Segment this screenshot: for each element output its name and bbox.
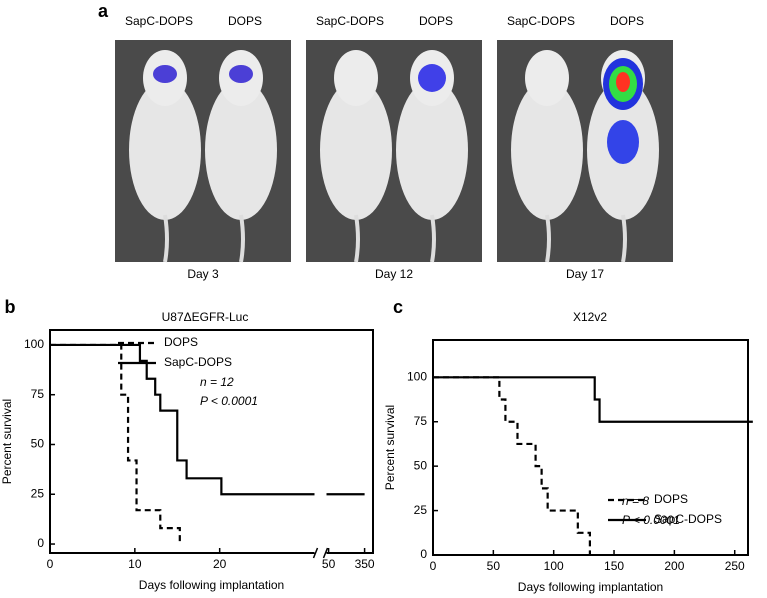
mouse-head: [525, 50, 569, 106]
axis-break-gap: [314, 332, 327, 547]
panel-label: a: [98, 1, 109, 21]
legend-label: DOPS: [654, 492, 688, 506]
mouse-body: [396, 80, 468, 220]
x-tick-label: 50: [322, 557, 336, 571]
y-tick-label: 75: [414, 414, 428, 428]
annotation: n = 12: [200, 375, 234, 389]
y-tick-label: 50: [414, 458, 428, 472]
legend-label: DOPS: [164, 335, 198, 349]
y-axis-title: Percent survival: [0, 399, 14, 484]
y-tick-label: 50: [31, 437, 45, 451]
image-label: SapC-DOPS: [316, 14, 384, 28]
x-tick-label: 100: [544, 559, 564, 573]
signal: [153, 65, 177, 83]
signal: [229, 65, 253, 83]
y-tick-label: 100: [407, 369, 427, 383]
axis-break-mark: [322, 547, 329, 559]
y-tick-label: 0: [420, 547, 427, 561]
image-label: DOPS: [228, 14, 262, 28]
mouse-tail: [545, 214, 551, 263]
x-axis-title: Days following implantation: [139, 578, 284, 592]
x-tick-label: 20: [213, 557, 227, 571]
mouse-tail: [621, 214, 627, 263]
mouse-body: [205, 80, 277, 220]
x-tick-label: 200: [664, 559, 684, 573]
y-tick-label: 0: [37, 536, 44, 550]
annotation: n = 8: [622, 494, 649, 508]
x-tick-label: 10: [128, 557, 142, 571]
image-caption: Day 17: [566, 267, 604, 281]
signal: [607, 120, 639, 164]
x-tick-label: 250: [725, 559, 745, 573]
mouse-body: [129, 80, 201, 220]
legend-label: SapC-DOPS: [164, 355, 232, 369]
y-tick-label: 100: [24, 337, 44, 351]
y-tick-label: 25: [414, 503, 428, 517]
annotation: P < 0.0001: [200, 394, 258, 408]
image-label: SapC-DOPS: [125, 14, 193, 28]
x-axis-title: Days following implantation: [518, 580, 663, 594]
x-tick-label: 0: [47, 557, 54, 571]
survival-curve: [50, 343, 181, 545]
x-tick-label: 50: [487, 559, 501, 573]
chart-title: U87ΔEGFR-Luc: [162, 310, 249, 324]
survival-curve: [433, 376, 591, 555]
panel-label: c: [393, 297, 403, 317]
x-tick-label: 0: [430, 559, 437, 573]
signal: [418, 64, 446, 92]
image-label: DOPS: [610, 14, 644, 28]
axis-break-mark: [312, 547, 319, 559]
y-tick-label: 25: [31, 486, 45, 500]
chart-title: X12v2: [573, 310, 607, 324]
mouse-tail: [430, 214, 436, 263]
mouse-head: [334, 50, 378, 106]
legend-label: SapC-DOPS: [654, 512, 722, 526]
plot-frame: [49, 329, 374, 554]
x-tick-label: 150: [604, 559, 624, 573]
annotation: P < 0.0001: [622, 513, 680, 527]
mouse-tail: [354, 214, 360, 263]
mouse-tail: [239, 214, 245, 263]
x-tick-label: 350: [355, 557, 375, 571]
survival-curve: [50, 343, 365, 496]
image-caption: Day 3: [187, 267, 219, 281]
mouse-body: [320, 80, 392, 220]
image-label: SapC-DOPS: [507, 14, 575, 28]
image-label: DOPS: [419, 14, 453, 28]
mouse-body: [511, 80, 583, 220]
mouse-tail: [163, 214, 169, 263]
signal: [616, 72, 630, 92]
panel-label: b: [5, 297, 16, 317]
y-axis-title: Percent survival: [383, 405, 397, 490]
survival-curve: [433, 376, 753, 423]
image-caption: Day 12: [375, 267, 413, 281]
y-tick-label: 75: [31, 387, 45, 401]
